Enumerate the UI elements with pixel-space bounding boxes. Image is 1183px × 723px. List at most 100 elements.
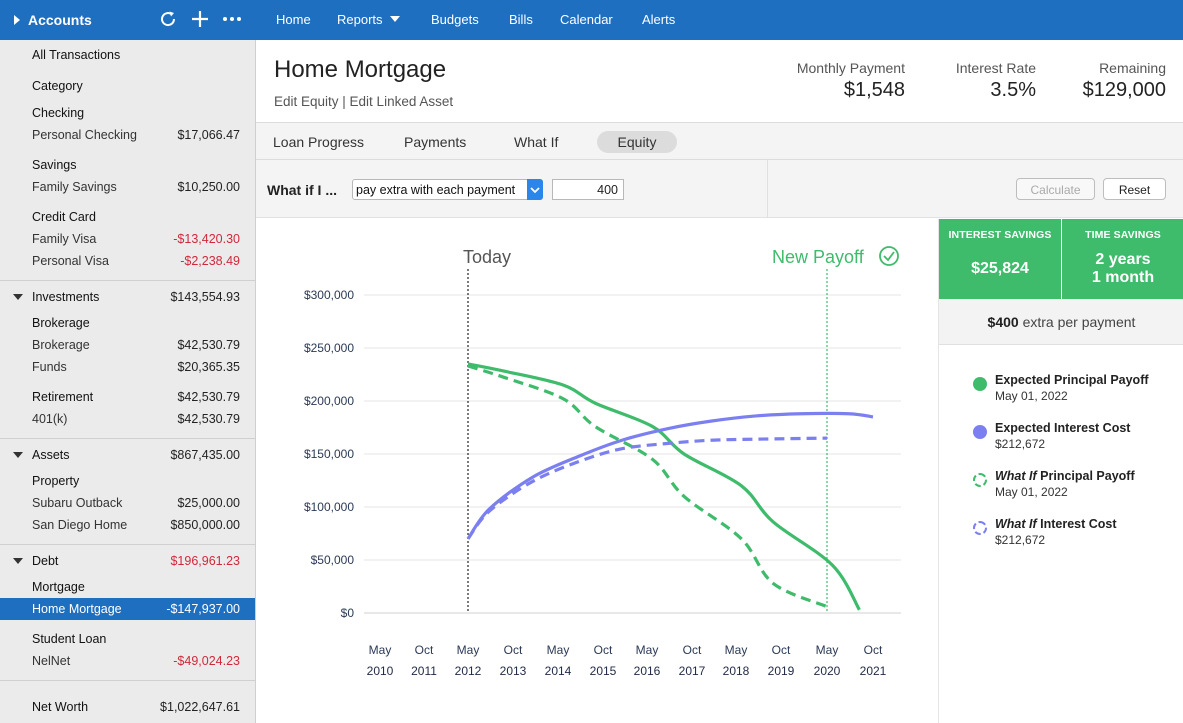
y-tick-label: $200,000 — [304, 394, 354, 408]
sidebar-item[interactable]: Category — [0, 75, 255, 97]
dashed-circle-icon — [973, 521, 987, 535]
disclosure-triangle-icon[interactable] — [13, 558, 23, 564]
divider — [0, 280, 255, 281]
interest-savings-label: INTEREST SAVINGS — [948, 229, 1052, 241]
y-tick-label: $250,000 — [304, 341, 354, 355]
sidebar-item-value: $10,250.00 — [177, 180, 240, 194]
filled-circle-icon — [973, 425, 987, 439]
x-tick-year: 2010 — [367, 664, 394, 678]
sidebar-item[interactable]: 401(k) $42,530.79 — [0, 408, 255, 430]
sidebar-item[interactable]: Retirement $42,530.79 — [0, 386, 255, 408]
calculate-button[interactable]: Calculate — [1016, 178, 1095, 200]
sidebar-item[interactable]: Credit Card — [0, 206, 255, 228]
nav-budgets[interactable]: Budgets — [431, 12, 479, 27]
sidebar-item[interactable]: Checking — [0, 102, 255, 124]
sidebar-item-label: Student Loan — [32, 632, 107, 646]
edit-links[interactable]: Edit Equity | Edit Linked Asset — [274, 94, 454, 109]
sidebar-item[interactable]: San Diego Home $850,000.00 — [0, 514, 255, 536]
tab-what-if[interactable]: What If — [514, 134, 559, 150]
x-tick-month: May — [636, 643, 659, 657]
nav-calendar[interactable]: Calendar — [560, 12, 613, 27]
sidebar-item[interactable]: Debt $196,961.23 — [0, 550, 255, 572]
sidebar-item-label: Personal Visa — [32, 254, 109, 268]
sidebar-item-value: $850,000.00 — [170, 518, 240, 532]
tab-loan-progress[interactable]: Loan Progress — [273, 134, 365, 150]
stat-value: $1,548 — [843, 79, 905, 101]
legend-title: Expected Principal Payoff — [995, 373, 1149, 387]
sidebar-item[interactable]: Savings — [0, 154, 255, 176]
stat-value: $129,000 — [1082, 79, 1166, 101]
sidebar-item[interactable]: Personal Checking $17,066.47 — [0, 124, 255, 146]
sidebar-item[interactable]: Funds $20,365.35 — [0, 356, 255, 378]
nav-alerts[interactable]: Alerts — [642, 12, 676, 27]
tab-payments[interactable]: Payments — [404, 134, 467, 150]
extra-per-payment: $400 extra per payment — [939, 299, 1183, 345]
divider — [0, 544, 255, 545]
sidebar-item[interactable]: Investments $143,554.93 — [0, 286, 255, 308]
x-tick-month: Oct — [504, 643, 523, 657]
disclosure-triangle-icon[interactable] — [13, 294, 23, 300]
sidebar-item[interactable]: Brokerage — [0, 312, 255, 334]
sidebar-item-label: Savings — [32, 158, 77, 172]
interest-savings-value: $25,824 — [971, 260, 1029, 277]
sidebar-title: Accounts — [28, 12, 92, 28]
sidebar-item-label: Retirement — [32, 390, 94, 404]
x-tick-year: 2014 — [545, 664, 572, 678]
stat-label: Interest Rate — [955, 60, 1036, 76]
disclosure-triangle-icon[interactable] — [13, 452, 23, 458]
sidebar-item[interactable]: Subaru Outback $25,000.00 — [0, 492, 255, 514]
sidebar-item-value: $20,365.35 — [177, 360, 240, 374]
sidebar-item[interactable]: Family Savings $10,250.00 — [0, 176, 255, 198]
sidebar-item[interactable]: All Transactions — [0, 44, 255, 66]
legend-title-text: Expected Interest Cost — [995, 421, 1131, 435]
sidebar-item[interactable]: Family Visa -$13,420.30 — [0, 228, 255, 250]
stat-monthly-payment: Monthly Payment $1,548 — [797, 60, 905, 102]
x-tick-year: 2018 — [723, 664, 750, 678]
sidebar-item[interactable]: Net Worth $1,022,647.61 — [0, 696, 255, 718]
nav-reports-label: Reports — [337, 12, 383, 27]
extra-amount-input[interactable]: 400 — [552, 179, 624, 200]
sidebar-item[interactable]: Personal Visa -$2,238.49 — [0, 250, 255, 272]
sidebar-item-value: -$2,238.49 — [180, 254, 240, 268]
nav-reports[interactable]: Reports — [337, 12, 400, 27]
add-icon[interactable] — [189, 8, 211, 30]
collapse-triangle-icon[interactable] — [14, 15, 20, 25]
sidebar-item[interactable]: Assets $867,435.00 — [0, 444, 255, 466]
more-icon[interactable] — [221, 8, 243, 30]
sidebar-item-label: NelNet — [32, 654, 71, 668]
sidebar-item[interactable]: Student Loan — [0, 628, 255, 650]
stat-label: Remaining — [1099, 60, 1166, 76]
tab-equity[interactable]: Equity — [597, 131, 677, 153]
sidebar-item[interactable]: Brokerage $42,530.79 — [0, 334, 255, 356]
savings-panel: INTEREST SAVINGS $25,824 TIME SAVINGS 2 … — [938, 219, 1183, 723]
sidebar-item-label: Subaru Outback — [32, 496, 123, 510]
x-tick-month: May — [457, 643, 480, 657]
sidebar-item-label: Personal Checking — [32, 128, 137, 142]
sidebar-item-value: $42,530.79 — [177, 412, 240, 426]
what-if-label: What if I ... — [267, 182, 337, 198]
nav-home[interactable]: Home — [276, 12, 311, 27]
sidebar-item-value: -$13,420.30 — [173, 232, 240, 246]
sidebar-item-label: Family Savings — [32, 180, 117, 194]
refresh-icon[interactable] — [157, 8, 179, 30]
reset-button[interactable]: Reset — [1103, 178, 1166, 200]
y-tick-label: $0 — [341, 606, 355, 620]
sidebar-item[interactable]: Home Mortgage -$147,937.00 — [0, 598, 255, 620]
stat-interest-rate: Interest Rate 3.5% — [956, 60, 1036, 102]
series-line-3 — [467, 364, 828, 609]
x-tick-month: Oct — [415, 643, 434, 657]
sidebar-item-value: $196,961.23 — [170, 554, 240, 568]
y-tick-label: $100,000 — [304, 500, 354, 514]
x-tick-year: 2020 — [814, 664, 841, 678]
legend-subtitle: May 01, 2022 — [995, 485, 1068, 499]
sidebar-item[interactable]: Property — [0, 470, 255, 492]
nav-bills[interactable]: Bills — [509, 12, 533, 27]
view-tabs: Loan Progress Payments What If Equity — [256, 122, 1183, 160]
sidebar-item-label: Debt — [32, 554, 59, 568]
sidebar-item-label: 401(k) — [32, 412, 68, 426]
sidebar-item[interactable]: NelNet -$49,024.23 — [0, 650, 255, 672]
sidebar-item[interactable]: Mortgage — [0, 576, 255, 598]
what-if-option-select[interactable]: pay extra with each payment — [352, 179, 543, 200]
check-icon — [883, 251, 895, 262]
page-header: Home Mortgage Edit Equity | Edit Linked … — [256, 40, 1183, 122]
